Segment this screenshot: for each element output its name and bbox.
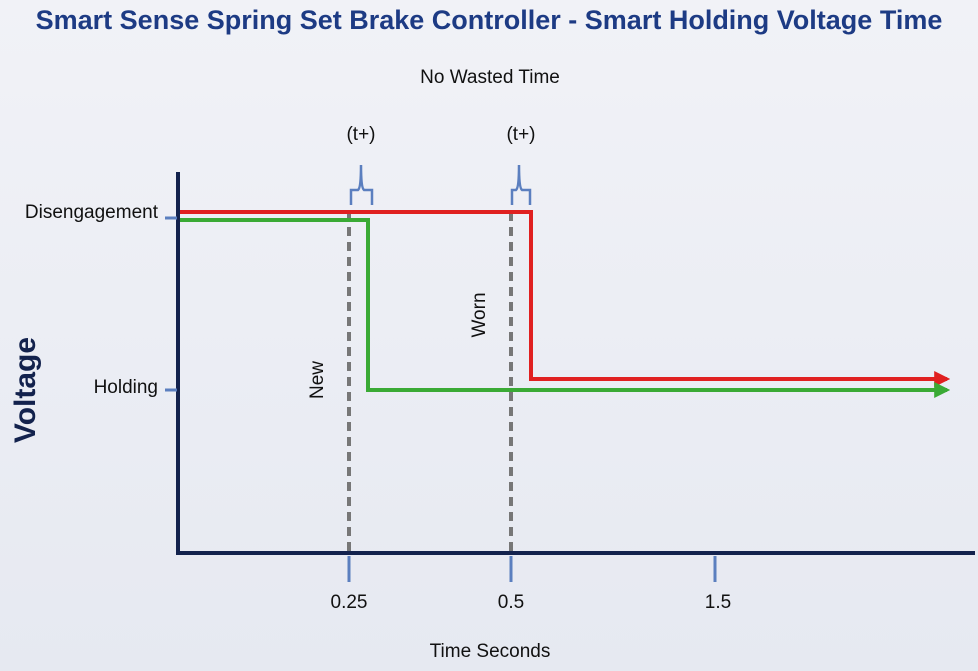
annotation: (t+) <box>346 124 375 145</box>
x-tick-label: 1.5 <box>705 592 731 613</box>
new-curve <box>178 218 951 398</box>
curve-label: Worn <box>469 292 490 337</box>
y-level-label: Holding <box>94 377 158 398</box>
worn-curve <box>178 210 951 387</box>
y-level-label: Disengagement <box>25 202 159 223</box>
x-axis-label: Time Seconds <box>430 641 551 662</box>
curve-label: New <box>307 361 328 399</box>
x-tick-label: 0.5 <box>498 592 524 613</box>
x-tick-label: 0.25 <box>331 592 368 613</box>
brace <box>349 164 374 205</box>
y-axis-label: Voltage <box>9 337 42 443</box>
brace <box>510 164 532 205</box>
subtitle: No Wasted Time <box>420 67 560 88</box>
annotation: (t+) <box>506 124 535 145</box>
title: Smart Sense Spring Set Brake Controller … <box>36 5 943 35</box>
